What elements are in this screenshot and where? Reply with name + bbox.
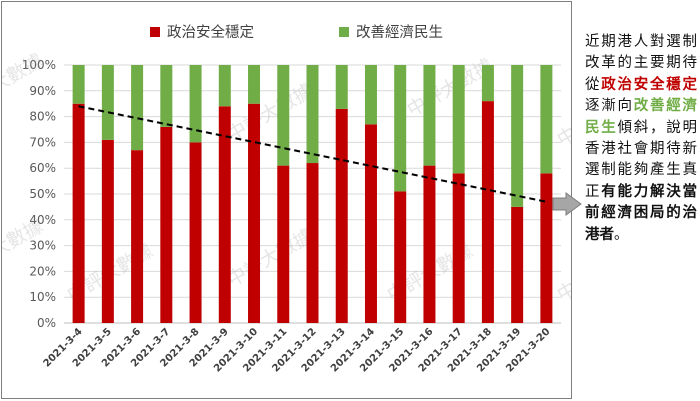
bar-economy-livelihood (189, 65, 202, 143)
legend-swatch-political-stability (150, 27, 160, 37)
legend-label-political-stability: 政治安全穩定 (167, 23, 254, 41)
y-tick-label: 90% (29, 84, 56, 98)
watermark-text: 中評大數據 (554, 85, 572, 152)
bar-economy-livelihood (394, 65, 407, 192)
watermark-text: 中評大數據 (224, 225, 317, 292)
bar-political-stability (394, 191, 407, 323)
bar-political-stability (160, 126, 173, 323)
arrow-right-icon (552, 192, 582, 216)
bar-economy-livelihood (218, 65, 231, 107)
y-tick-label: 40% (29, 213, 56, 227)
bar-political-stability (72, 103, 85, 323)
y-tick-label: 20% (29, 264, 56, 278)
y-tick-label: 60% (29, 161, 56, 175)
bar-political-stability (101, 139, 114, 323)
bar-political-stability (335, 108, 348, 323)
bar-political-stability (248, 103, 261, 323)
bar-economy-livelihood (306, 65, 319, 164)
side-note: 近期港人對選制改革的主要期待從政治安全穩定逐漸向改善經濟民生傾斜，說明香港社會期… (585, 32, 697, 246)
side-note-transition: 逐漸向 (585, 98, 634, 115)
bar-economy-livelihood (423, 65, 436, 166)
bar-economy-livelihood (511, 65, 524, 207)
y-tick-label: 100% (22, 58, 56, 72)
y-tick-label: 0% (37, 316, 56, 330)
y-tick-label: 30% (29, 239, 56, 253)
bar-economy-livelihood (452, 65, 465, 174)
stacked-bar-chart: 0%10%20%30%40%50%60%70%80%90%100%中評大數據 中評… (2, 23, 572, 374)
bar-political-stability (481, 101, 494, 324)
y-tick-label: 70% (29, 135, 56, 149)
side-note-economy-livelihood: 改善經濟民生 (585, 98, 697, 136)
bar-economy-livelihood (540, 65, 553, 174)
side-note-conclusion: 有能力解決當前經濟困局的治港者 (585, 183, 697, 243)
bar-political-stability (511, 206, 524, 323)
bar-economy-livelihood (481, 65, 494, 102)
side-note-end: 。 (614, 226, 629, 243)
bar-economy-livelihood (131, 65, 144, 151)
bar-economy-livelihood (335, 65, 348, 109)
bar-economy-livelihood (277, 65, 290, 166)
bar-economy-livelihood (160, 65, 173, 127)
y-tick-label: 50% (29, 187, 56, 201)
bar-economy-livelihood (72, 65, 85, 104)
bar-economy-livelihood (248, 65, 261, 104)
bar-political-stability (277, 165, 290, 323)
legend-label-economy-livelihood: 改善經濟民生 (356, 24, 443, 41)
bar-political-stability (452, 173, 465, 323)
bar-political-stability (540, 173, 553, 323)
y-tick-label: 80% (29, 110, 56, 124)
side-note-explanation: 傾斜，說明香港社會期待新選制能夠產生真正 (585, 119, 697, 200)
side-note-intro: 近期港人對選制改革的主要期待從 (585, 34, 697, 93)
chart-frame: 0% 10% 20% 30% 40% 50% 60% 70% 80% 90% 100% 中評大數據 中評… (1, 1, 572, 399)
bar-political-stability (423, 165, 436, 323)
bar-economy-livelihood (101, 65, 114, 140)
bar-political-stability (306, 163, 319, 323)
bar-political-stability (218, 106, 231, 323)
y-tick-label: 10% (29, 290, 56, 304)
bar-economy-livelihood (364, 65, 377, 125)
bar-political-stability (189, 142, 202, 323)
legend-swatch-economy-livelihood (339, 27, 349, 37)
bar-political-stability (131, 150, 144, 323)
watermark-text: 中評大數據 (554, 240, 572, 307)
bar-political-stability (364, 124, 377, 323)
watermark-text: 中評大數據 (224, 80, 317, 147)
side-note-political-stability: 政治安全穩定 (601, 76, 697, 93)
